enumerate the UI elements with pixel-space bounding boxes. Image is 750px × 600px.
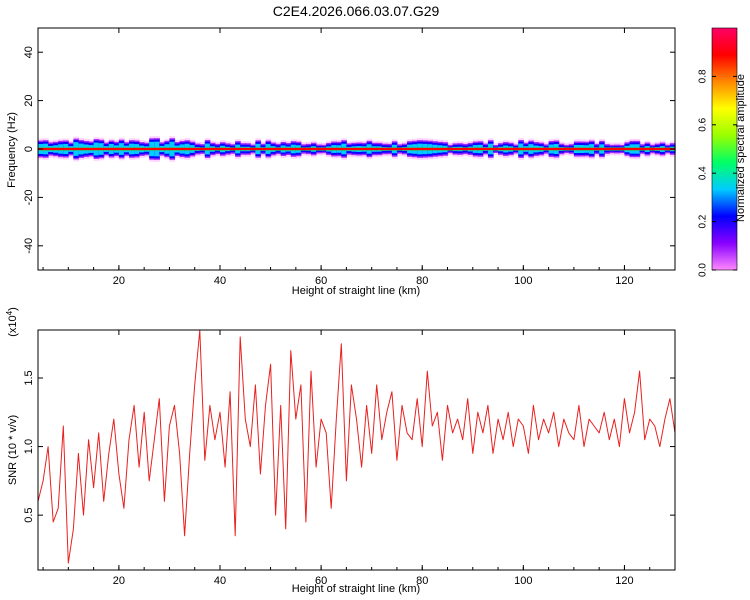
snr-series-line xyxy=(37,329,676,564)
figure-title: C2E4.2026.066.03.07.G29 xyxy=(273,3,440,19)
snr-x-label: Height of straight line (km) xyxy=(292,583,420,595)
snr-x-ticks: 20 40 60 80 100 120 xyxy=(42,330,676,587)
colorbar-label: Normalized spectral amplitude xyxy=(735,74,747,222)
snr-plot-area xyxy=(38,330,675,570)
snr-x-tick-label: 80 xyxy=(416,575,428,587)
snr-frame xyxy=(37,329,676,571)
spectrogram-y-tick-label: 0 xyxy=(23,146,35,152)
snr-x-tick-label: 20 xyxy=(113,575,125,587)
colorbar-scale xyxy=(711,27,738,271)
spectrogram-x-ticks: 20 40 60 80 100 120 xyxy=(42,28,676,287)
spectrogram-x-tick-label: 120 xyxy=(615,275,633,287)
spectrogram-y-tick-label: 40 xyxy=(23,46,35,58)
colorbar: 0.0 0.2 0.4 0.6 0.8 Normalized spectral ampl… xyxy=(698,27,747,277)
snr-panel: 20 40 60 80 100 120 0.5 1.0 1.5 Height of strai… xyxy=(5,307,676,595)
snr-y-multiplier-exp: 4 xyxy=(5,310,14,315)
spectrogram-y-ticks: -40 -20 0 20 40 xyxy=(23,46,675,254)
snr-x-tick-label: 120 xyxy=(615,575,633,587)
snr-y-multiplier-base: (x10 xyxy=(7,315,19,336)
colorbar-tick-label: 0.4 xyxy=(698,166,709,180)
snr-x-tick-label: 60 xyxy=(315,575,327,587)
spectrogram-x-tick-label: 20 xyxy=(113,275,125,287)
spectrogram-y-tick-label: -20 xyxy=(23,189,35,205)
snr-y-tick-label: 0.5 xyxy=(23,507,35,522)
spectrogram-peak-ridge xyxy=(38,147,675,151)
snr-y-multiplier: (x104) xyxy=(5,307,19,337)
snr-y-tick-label: 1.5 xyxy=(23,370,35,385)
colorbar-tick-label: 0.2 xyxy=(698,214,709,228)
colorbar-tick-label: 0.8 xyxy=(698,69,709,83)
spectrogram-x-tick-label: 60 xyxy=(315,275,327,287)
spectrogram-x-label: Height of straight line (km) xyxy=(292,285,420,297)
colorbar-ticks: 0.0 0.2 0.4 0.6 0.8 xyxy=(698,69,737,277)
colorbar-tick-label: 0.0 xyxy=(698,263,709,277)
spectrogram-x-tick-label: 40 xyxy=(214,275,226,287)
spectrogram-y-label: Frequency (Hz) xyxy=(6,112,18,188)
spectrogram-y-tick-label: 20 xyxy=(23,94,35,106)
snr-y-multiplier-close: ) xyxy=(7,307,19,311)
svg-text:(x104): (x104) xyxy=(5,307,19,337)
snr-x-tick-label: 40 xyxy=(214,575,226,587)
colorbar-tick-label: 0.6 xyxy=(698,117,709,131)
spectrogram-x-tick-label: 80 xyxy=(416,275,428,287)
spectrogram-band xyxy=(38,136,676,162)
spectrogram-x-tick-label: 100 xyxy=(514,275,532,287)
spectrogram-y-tick-label: -40 xyxy=(23,238,35,254)
snr-y-tick-label: 1.0 xyxy=(23,439,35,454)
snr-x-tick-label: 100 xyxy=(514,575,532,587)
snr-y-ticks: 0.5 1.0 1.5 xyxy=(23,370,675,523)
spectrogram-panel: 20 40 60 80 100 120 -40 -20 0 20 40 Height of str… xyxy=(6,27,676,297)
snr-y-label: SNR (10 * v/v) xyxy=(7,415,19,485)
